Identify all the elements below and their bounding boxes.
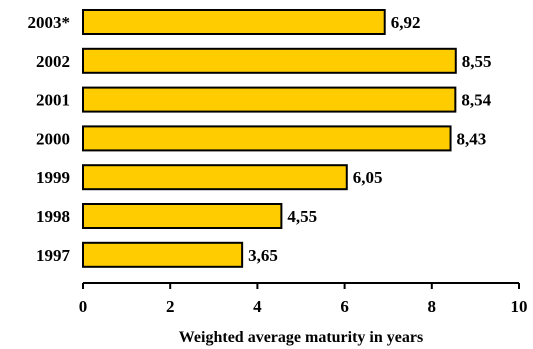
bar-2000 bbox=[82, 125, 452, 152]
category-label: 1998 bbox=[36, 207, 70, 226]
data-label: 8,54 bbox=[461, 91, 491, 110]
bar-2003 bbox=[82, 9, 386, 35]
x-axis-ticks: 0 2 4 6 8 10 bbox=[79, 283, 528, 316]
category-labels: 2003* 2002 2001 2000 1999 1998 1997 bbox=[28, 13, 71, 265]
data-label: 8,43 bbox=[457, 129, 487, 148]
bar-2001 bbox=[82, 86, 457, 113]
data-label: 6,05 bbox=[353, 168, 383, 187]
data-label: 6,92 bbox=[391, 13, 421, 32]
bar-2002 bbox=[82, 47, 457, 74]
x-tick-label: 0 bbox=[79, 297, 88, 316]
bar-1998 bbox=[82, 203, 283, 229]
data-label: 3,65 bbox=[248, 246, 278, 265]
data-label: 4,55 bbox=[287, 207, 317, 226]
x-tick-label: 2 bbox=[166, 297, 175, 316]
category-label: 2003* bbox=[28, 13, 71, 32]
bar-1997 bbox=[82, 241, 244, 268]
category-label: 1997 bbox=[36, 246, 71, 265]
category-label: 1999 bbox=[36, 168, 70, 187]
category-label: 2002 bbox=[36, 52, 70, 71]
data-label: 8,55 bbox=[462, 52, 492, 71]
bar-1999 bbox=[82, 164, 348, 191]
category-label: 2000 bbox=[36, 129, 70, 148]
x-tick-label: 4 bbox=[253, 297, 262, 316]
x-tick-label: 6 bbox=[340, 297, 349, 316]
value-labels: 6,92 8,55 8,54 8,43 6,05 4,55 3,65 bbox=[248, 13, 491, 265]
bars-group bbox=[82, 9, 457, 268]
x-tick-label: 8 bbox=[428, 297, 437, 316]
x-axis-title: Weighted average maturity in years bbox=[179, 329, 423, 346]
x-tick-label: 10 bbox=[511, 297, 528, 316]
category-label: 2001 bbox=[36, 91, 70, 110]
